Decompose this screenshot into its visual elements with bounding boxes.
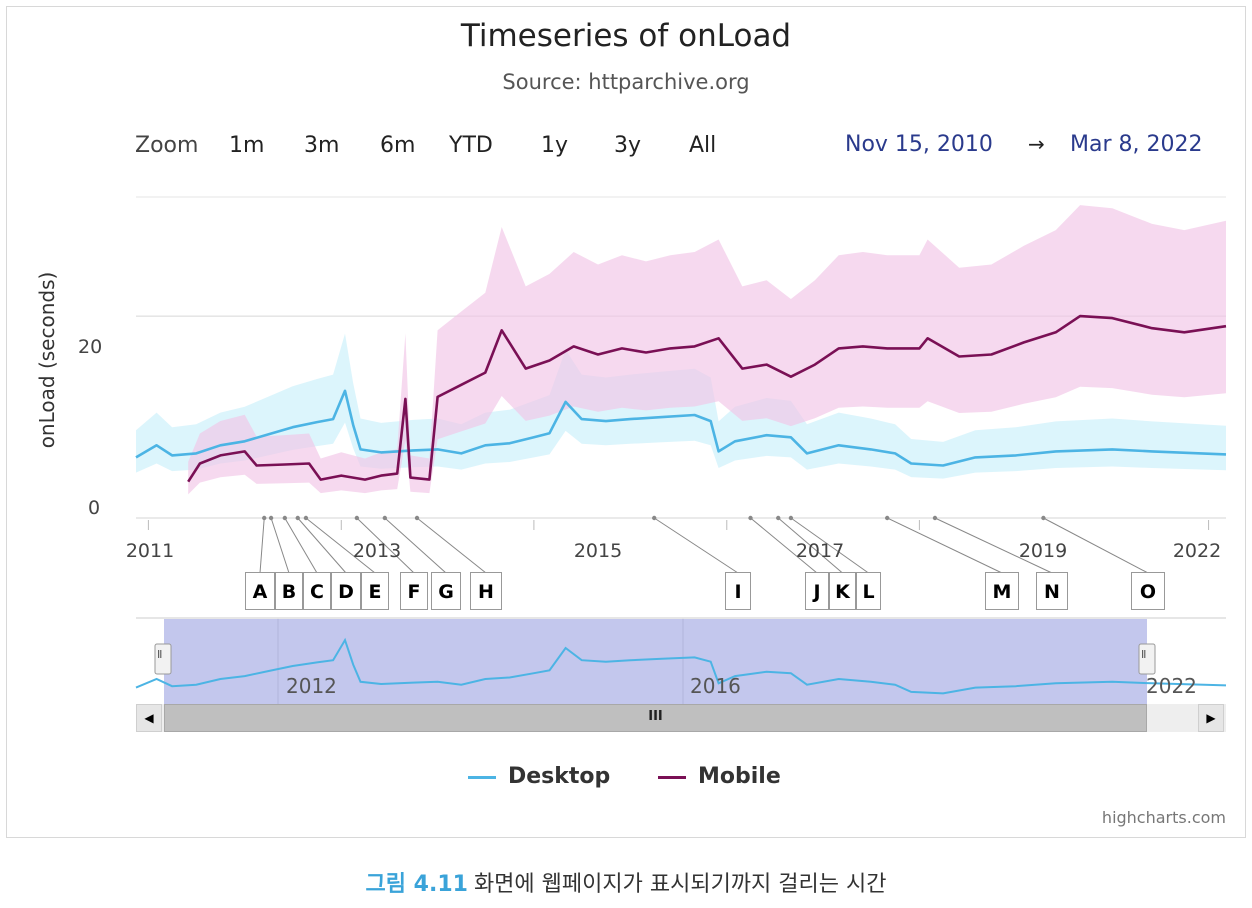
- zoom-label: Zoom: [135, 133, 199, 158]
- flag-connector: [270, 517, 290, 574]
- scroll-right-button[interactable]: ▶: [1198, 704, 1224, 732]
- legend-item-desktop[interactable]: Desktop: [468, 764, 610, 789]
- flag-marker[interactable]: K: [829, 572, 856, 610]
- flag-connector: [284, 517, 318, 574]
- navigator[interactable]: [0, 610, 1252, 710]
- range-to-input[interactable]: Mar 8, 2022: [1070, 132, 1203, 157]
- flag-connector: [777, 517, 843, 574]
- flag-connector: [356, 517, 415, 574]
- flag-marker[interactable]: E: [361, 572, 389, 610]
- y-tick-label: 0: [88, 497, 101, 519]
- flag-marker[interactable]: J: [805, 572, 829, 610]
- navigator-left-handle[interactable]: [154, 643, 172, 675]
- flag-marker[interactable]: N: [1036, 572, 1068, 610]
- flag-connector: [305, 517, 376, 574]
- flag-connector: [416, 517, 487, 574]
- flag-connector: [750, 517, 818, 574]
- scrollbar-thumb[interactable]: III: [164, 704, 1147, 732]
- flag-marker[interactable]: A: [245, 572, 275, 610]
- flag-connector: [790, 517, 869, 574]
- figure-number: 그림 4.11: [365, 872, 468, 897]
- chart-title: Timeseries of onLoad: [460, 18, 792, 54]
- range-arrow: →: [1028, 132, 1045, 156]
- flag-marker[interactable]: B: [275, 572, 303, 610]
- flag-marker[interactable]: I: [725, 572, 751, 610]
- zoom-3y-button[interactable]: 3y: [614, 133, 642, 158]
- zoom-1m-button[interactable]: 1m: [229, 133, 265, 158]
- x-tick-label: 2017: [795, 540, 845, 562]
- range-from-input[interactable]: Nov 15, 2010: [845, 132, 993, 157]
- legend-item-mobile[interactable]: Mobile: [658, 764, 781, 789]
- figure-caption: 그림 4.11 화면에 웹페이지가 표시되기까지 걸리는 시간: [0, 866, 1252, 898]
- chart-subtitle: Source: httparchive.org: [502, 70, 750, 94]
- navigator-year-label: 2016: [690, 674, 741, 698]
- zoom-1y-button[interactable]: 1y: [541, 133, 569, 158]
- flag-anchor: [268, 515, 274, 521]
- flag-marker[interactable]: G: [431, 572, 461, 610]
- flag-marker[interactable]: C: [303, 572, 331, 610]
- credits-link[interactable]: highcharts.com: [1101, 808, 1226, 827]
- flag-marker[interactable]: F: [400, 572, 428, 610]
- x-tick-label: 2013: [352, 540, 402, 562]
- navigator-right-handle[interactable]: [1138, 643, 1156, 675]
- series-line: [187, 314, 1227, 483]
- navigator-series-line: [135, 637, 1227, 695]
- legend-label: Desktop: [508, 764, 611, 789]
- series-range-band: [188, 205, 1227, 495]
- scroll-left-button[interactable]: ◀: [136, 704, 162, 732]
- flag-connector: [259, 517, 265, 574]
- flag-connector: [1043, 517, 1149, 574]
- x-tick-label: 2022: [1172, 540, 1222, 562]
- navigator-handle-grip: Ⅱ: [157, 648, 163, 661]
- flag-marker[interactable]: D: [331, 572, 361, 610]
- zoom-ytd-button[interactable]: YTD: [449, 133, 493, 158]
- flag-connector: [653, 517, 739, 574]
- caption-text: 화면에 웹페이지가 표시되기까지 걸리는 시간: [473, 872, 887, 897]
- flag-connector: [384, 517, 447, 574]
- navigator-handle-grip: Ⅱ: [1141, 648, 1147, 661]
- flag-marker[interactable]: O: [1131, 572, 1165, 610]
- legend-swatch: [658, 775, 686, 779]
- flag-anchor: [282, 515, 288, 521]
- legend-label: Mobile: [698, 764, 781, 789]
- legend-swatch: [468, 775, 496, 779]
- zoom-6m-button[interactable]: 6m: [380, 133, 416, 158]
- flag-connector: [297, 517, 347, 574]
- navigator-year-label: 2022: [1146, 674, 1197, 698]
- main-plot-area[interactable]: [0, 0, 1252, 620]
- zoom-all-button[interactable]: All: [689, 133, 717, 158]
- flag-marker[interactable]: M: [985, 572, 1019, 610]
- navigator-mask[interactable]: [164, 619, 1147, 705]
- x-tick-label: 2019: [1018, 540, 1068, 562]
- zoom-3m-button[interactable]: 3m: [304, 133, 340, 158]
- flag-marker[interactable]: L: [856, 572, 881, 610]
- y-tick-label: 20: [78, 336, 103, 358]
- flag-connector: [886, 517, 1003, 574]
- x-tick-label: 2015: [573, 540, 623, 562]
- navigator-year-label: 2012: [286, 674, 337, 698]
- flag-marker[interactable]: H: [470, 572, 502, 610]
- x-tick-label: 2011: [125, 540, 175, 562]
- series-line: [135, 389, 1227, 467]
- flag-connector: [934, 517, 1053, 574]
